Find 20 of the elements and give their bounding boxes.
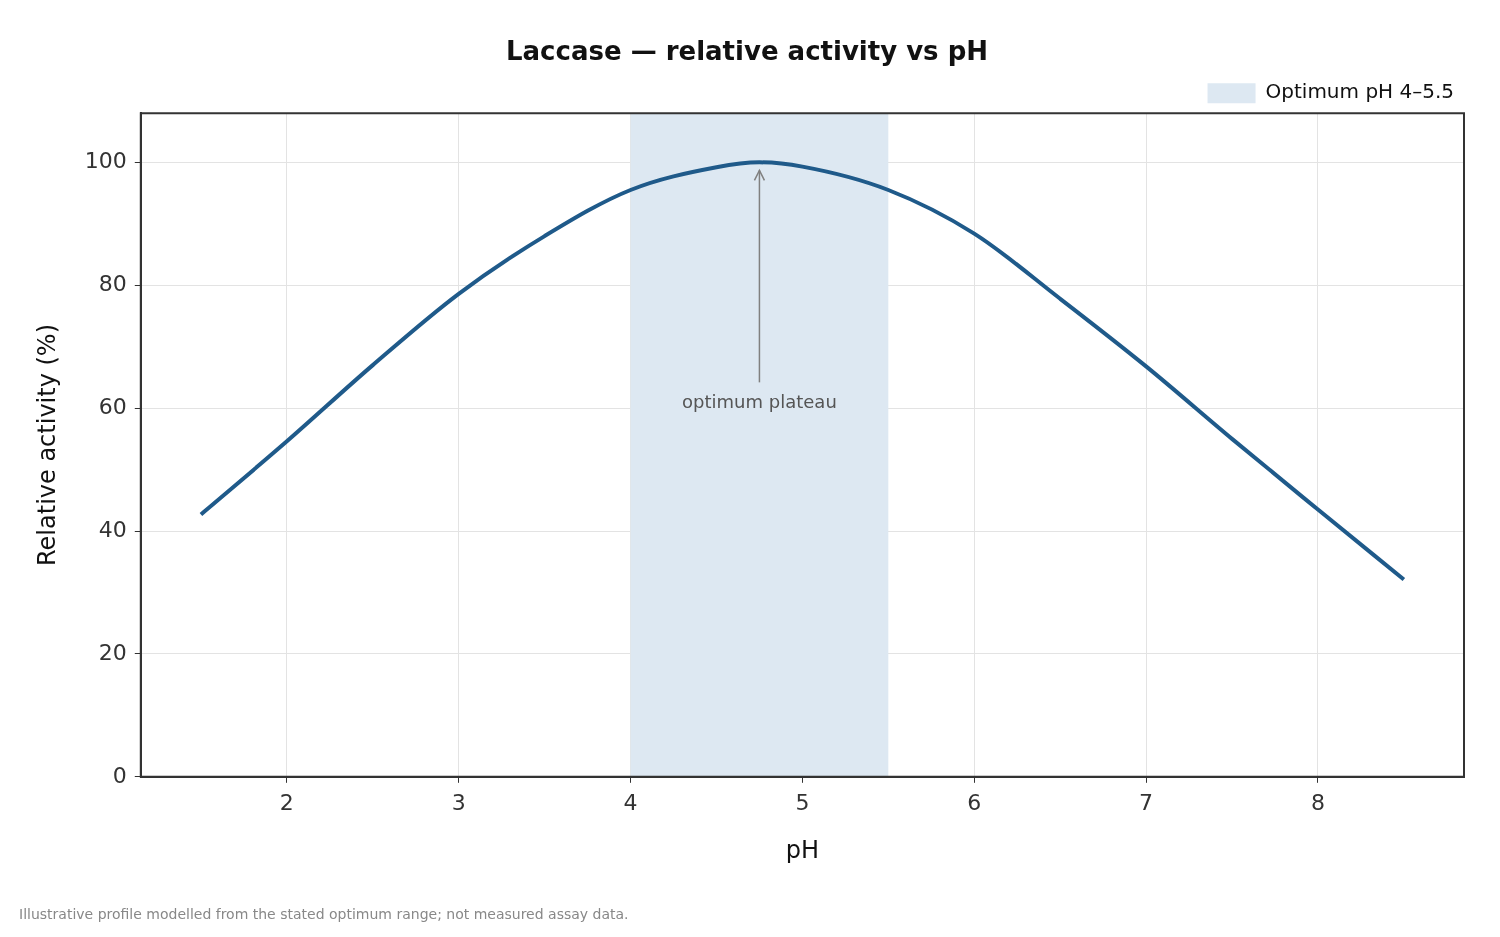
- x-tick-label: 5: [795, 789, 810, 815]
- annotation: optimum plateau: [682, 391, 837, 413]
- x-tick-label: 6: [967, 789, 982, 815]
- chart-title: Laccase — relative activity vs pH: [505, 36, 989, 67]
- x-tick-label: 2: [279, 789, 294, 815]
- y-axis-title: Relative activity (%): [32, 323, 61, 567]
- y-tick-label: 0: [112, 762, 127, 788]
- y-tick-label: 20: [98, 639, 127, 665]
- x-tick-label: 4: [623, 789, 638, 815]
- line-series: [198, 160, 1406, 582]
- y-tick-label: 100: [84, 148, 127, 174]
- y-tick-label: 60: [98, 393, 127, 419]
- legend-label: Optimum pH 4–5.5: [1265, 79, 1455, 104]
- text: Illustrative profile modelled from the stated optimum range; not measured assay data.: [19, 906, 629, 922]
- x-tick-label: 3: [451, 789, 466, 815]
- x-tick-label: 7: [1139, 789, 1154, 815]
- x-tick-label: 8: [1310, 789, 1325, 815]
- y-tick-label: 80: [98, 270, 127, 296]
- y-tick-label: 40: [98, 516, 127, 542]
- x-axis-title: pH: [785, 835, 820, 864]
